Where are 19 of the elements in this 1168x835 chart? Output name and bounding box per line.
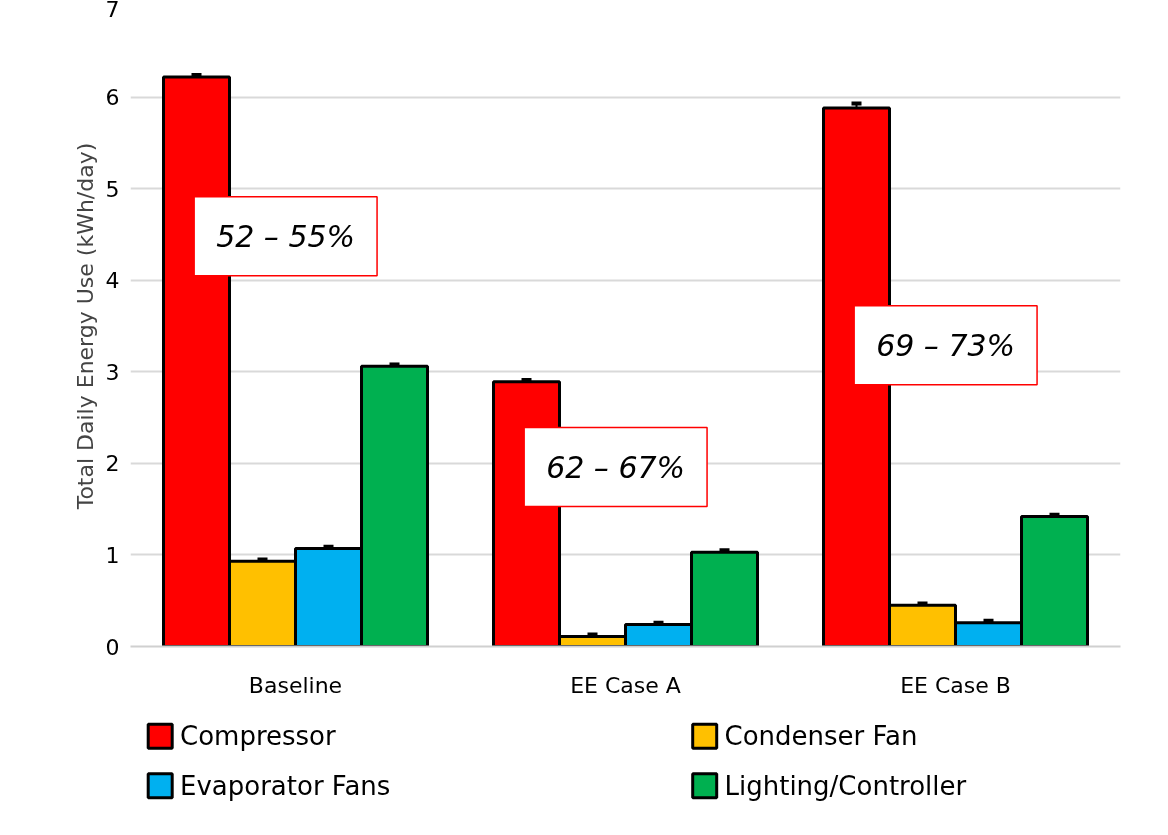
x-tick-label: EE Case B <box>900 672 1011 698</box>
legend-label: Condenser Fan <box>724 721 918 752</box>
annotation: 52 – 55% <box>216 218 356 254</box>
x-tick-label: Baseline <box>248 672 343 698</box>
y-tick-label: 1 <box>105 542 120 568</box>
y-tick-label: 3 <box>105 359 120 385</box>
annotation: 69 – 73% <box>876 327 1016 363</box>
x-tick-label: EE Case A <box>570 672 681 698</box>
annotation: 62 – 67% <box>546 449 686 485</box>
y-tick-label: 5 <box>105 176 120 202</box>
legend-label: Compressor <box>180 721 337 752</box>
legend-label: Evaporator Fans <box>180 770 391 801</box>
legend-label: Lighting/Controller <box>724 770 967 801</box>
y-axis-title: Total Daily Energy Use (kWh/day) <box>72 142 98 511</box>
y-tick-label: 2 <box>105 451 120 477</box>
y-tick-label: 4 <box>105 268 120 294</box>
y-tick-label: 0 <box>105 634 120 660</box>
y-tick-label: 6 <box>105 85 120 111</box>
y-tick-label: 7 <box>105 0 120 22</box>
